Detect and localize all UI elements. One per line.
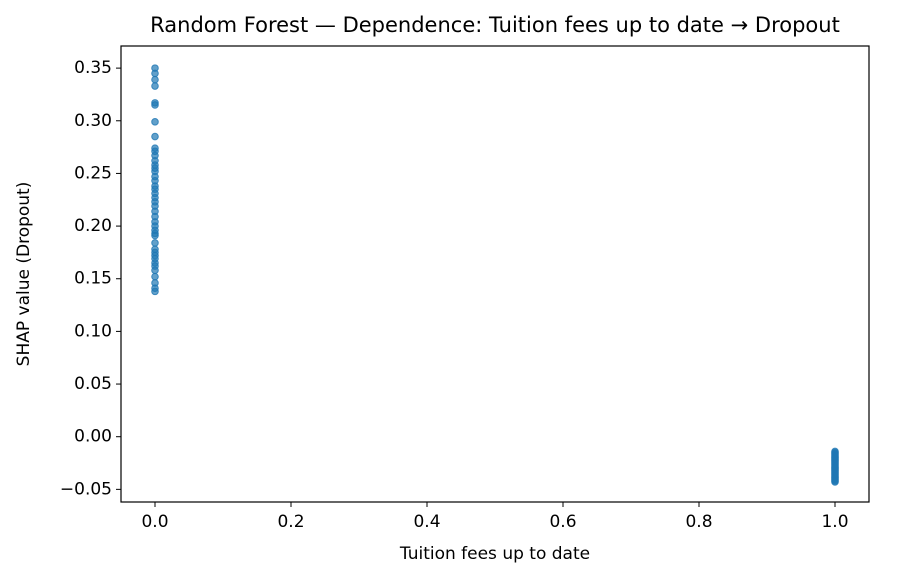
x-tick-label: 1.0 — [821, 512, 848, 532]
scatter-point — [151, 82, 159, 90]
y-tick-label: 0.00 — [74, 427, 112, 447]
y-tick-label: 0.25 — [74, 163, 112, 183]
x-tick-label: 0.0 — [141, 512, 168, 532]
x-tick-label: 0.4 — [413, 512, 440, 532]
x-tick-label: 0.2 — [277, 512, 304, 532]
y-tick-label: 0.20 — [74, 216, 112, 236]
y-tick-label: 0.30 — [74, 111, 112, 131]
chart-title: Random Forest — Dependence: Tuition fees… — [150, 13, 840, 37]
scatter-point — [151, 69, 159, 78]
scatter-point — [151, 101, 159, 109]
y-axis-label: SHAP value (Dropout) — [14, 182, 34, 367]
scatter-point — [151, 75, 159, 84]
y-tick-label: −0.05 — [60, 479, 112, 499]
x-tick-label: 0.8 — [685, 512, 712, 532]
y-tick-label: 0.05 — [74, 374, 112, 394]
x-axis-label: Tuition fees up to date — [399, 544, 590, 564]
y-tick-label: 0.15 — [74, 269, 112, 289]
y-tick-label: 0.10 — [74, 321, 112, 341]
scatter-point — [151, 266, 159, 275]
scatter-point — [151, 272, 159, 281]
scatter-point — [151, 132, 159, 141]
scatter-point — [151, 287, 159, 296]
plot-frame — [120, 45, 870, 503]
scatter-point — [151, 231, 159, 240]
x-tick-label: 0.6 — [549, 512, 576, 532]
y-tick-label: 0.35 — [74, 58, 112, 78]
scatter-point — [151, 239, 159, 247]
scatter-point — [831, 478, 839, 486]
scatter-point — [151, 118, 159, 126]
